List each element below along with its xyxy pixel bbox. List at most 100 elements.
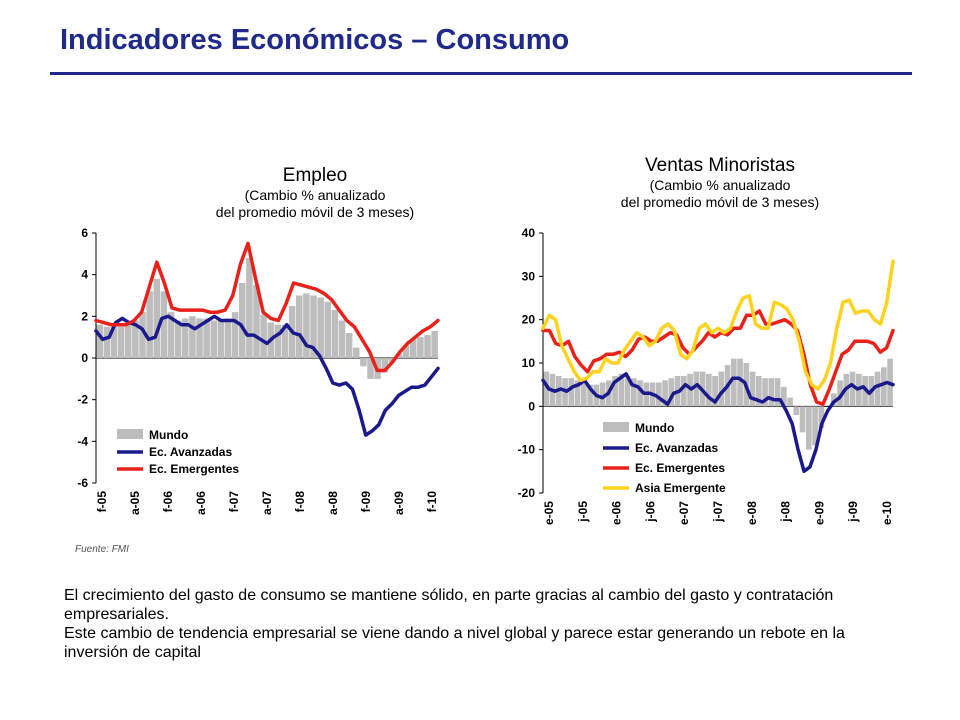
empleo-header: Empleo (Cambio % anualizado del promedio…	[100, 165, 530, 221]
bar-mundo	[837, 380, 843, 407]
bar-mundo	[296, 295, 303, 358]
bar-mundo	[874, 371, 881, 407]
y-tick-label: 30	[522, 269, 536, 283]
bar-mundo	[612, 376, 618, 407]
y-tick-label: -10	[518, 443, 536, 457]
x-tick-label: a-07	[260, 491, 274, 515]
bar-mundo	[756, 376, 762, 407]
bar-mundo	[310, 295, 317, 358]
bar-mundo	[110, 326, 118, 358]
bar-mundo	[303, 293, 310, 358]
empleo-chart: 6 4 2 0 -2 -4 -6 f-05 a-05 f-06 a-06 f-07 a-07 f-08 a-…	[77, 226, 440, 515]
x-tick-label: f-09	[359, 491, 373, 513]
x-tick-label: a-08	[326, 491, 340, 515]
bar-mundo	[260, 314, 267, 358]
bar-mundo	[793, 406, 800, 415]
title-rule	[50, 72, 912, 75]
x-tick-label: e-07	[677, 501, 691, 525]
bar-mundo	[818, 406, 825, 428]
bar-mundo	[274, 324, 282, 358]
bar-mundo	[624, 376, 631, 407]
x-tick-label: j-05	[576, 501, 590, 523]
line-ec-emergentes	[94, 241, 440, 373]
bar-mundo	[338, 320, 346, 358]
ventas-header: Ventas Minoristas (Cambio % anualizado d…	[505, 155, 935, 211]
bar-mundo	[331, 310, 339, 358]
legend-label-ec-emergentes: Ec. Emergentes	[149, 462, 239, 476]
y-tick-label: 20	[522, 313, 536, 327]
bar-mundo	[410, 339, 417, 358]
bar-mundo	[253, 285, 260, 358]
ventas-subtitle-2: del promedio móvil de 3 meses)	[620, 194, 820, 210]
bar-mundo	[246, 258, 253, 358]
bar-mundo	[581, 382, 587, 407]
y-tick-label: 4	[81, 268, 88, 282]
bar-mundo	[203, 318, 210, 358]
legend-label-mundo: Mundo	[635, 421, 674, 435]
bar-mundo	[656, 382, 662, 407]
bar-mundo	[543, 371, 550, 407]
x-tick-label: f-05	[95, 491, 109, 513]
bar-mundo	[239, 283, 246, 358]
bar-mundo	[806, 406, 812, 450]
x-tick-label: e-06	[610, 501, 624, 525]
bar-mundo	[424, 335, 431, 358]
bar-mundo	[681, 376, 687, 407]
bar-mundo	[281, 324, 289, 358]
bar-mundo	[768, 378, 775, 407]
bar-mundo	[360, 358, 367, 367]
y-tick-label: -6	[77, 476, 88, 490]
bar-mundo	[160, 291, 168, 358]
bar-mundo	[574, 380, 581, 407]
x-tick-label: e-09	[812, 501, 826, 525]
bar-mundo	[167, 312, 175, 358]
bar-mundo	[881, 367, 887, 407]
body-paragraph-1: El crecimiento del gasto de consumo se m…	[64, 587, 834, 623]
bar-mundo	[103, 326, 111, 358]
y-tick-label: -4	[77, 434, 88, 448]
x-tick-label: e-10	[880, 501, 894, 525]
bar-mundo	[781, 386, 787, 407]
legend-label-ec-avanzadas: Ec. Avanzadas	[635, 441, 718, 455]
x-tick-label: a-09	[392, 491, 406, 515]
bar-mundo	[849, 371, 856, 407]
bar-mundo	[139, 312, 146, 358]
y-tick-label: -2	[77, 393, 88, 407]
line-asia-emergente	[541, 259, 895, 391]
legend-label-ec-avanzadas: Ec. Avanzadas	[149, 445, 232, 459]
bar-mundo	[189, 316, 196, 358]
y-tick-label: 2	[81, 309, 88, 323]
bar-mundo	[762, 378, 768, 407]
bar-mundo	[712, 376, 718, 407]
bar-mundo	[787, 397, 793, 407]
bar-mundo	[402, 345, 410, 358]
y-tick-label: 10	[522, 356, 536, 370]
y-tick-label: 40	[522, 226, 536, 240]
bar-mundo	[749, 371, 756, 407]
bar-mundo	[568, 378, 575, 407]
body-paragraph-2: Este cambio de tendencia empresarial se …	[64, 625, 845, 661]
x-tick-label: j-06	[643, 501, 657, 523]
line-ec-avanzadas	[541, 372, 895, 474]
bar-mundo	[367, 358, 374, 379]
bar-mundo	[125, 324, 132, 358]
bar-mundo	[210, 320, 218, 358]
x-tick-label: e-05	[542, 501, 556, 525]
bar-mundo	[417, 337, 424, 358]
bar-mundo	[224, 318, 232, 358]
bar-mundo	[132, 320, 139, 358]
body-text: El crecimiento del gasto de consumo se m…	[64, 586, 904, 662]
bar-mundo	[146, 291, 153, 358]
legend-swatch-mundo	[603, 422, 629, 432]
empleo-subtitle-1: (Cambio % anualizado	[244, 187, 386, 203]
bar-mundo	[196, 318, 203, 358]
x-tick-label: a-06	[194, 491, 208, 515]
legend-label-mundo: Mundo	[149, 428, 188, 442]
ventas-title: Ventas Minoristas	[645, 155, 795, 176]
bar-mundo	[317, 297, 324, 358]
bar-mundo	[718, 371, 725, 407]
x-tick-label: a-05	[128, 491, 142, 515]
legend-label-asia-emergente: Asia Emergente	[635, 481, 726, 495]
y-tick-label: 0	[81, 351, 88, 365]
bar-mundo	[345, 333, 353, 358]
